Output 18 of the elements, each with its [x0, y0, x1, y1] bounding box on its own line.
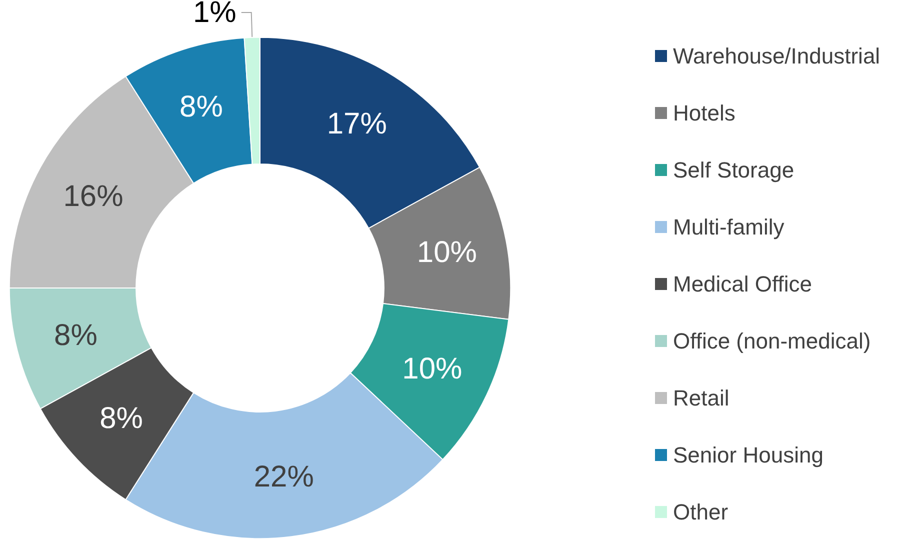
legend-label: Hotels — [673, 100, 736, 126]
legend-label: Other — [673, 500, 728, 524]
data-label: 17% — [326, 108, 387, 141]
legend-label: Medical Office — [673, 272, 812, 296]
legend-label: Warehouse/Industrial — [673, 44, 880, 68]
legend-label: Office (non-medical) — [673, 328, 871, 354]
data-label: 10% — [416, 236, 477, 269]
data-label: 22% — [254, 460, 314, 494]
data-label: 10% — [402, 352, 462, 386]
legend-label: Multi-family — [673, 214, 784, 240]
legend-label: Retail — [673, 386, 730, 410]
legend-label: Self Storage — [673, 158, 794, 182]
data-label: 1% — [192, 0, 236, 29]
data-label: 8% — [180, 90, 223, 124]
data-label: 8% — [100, 402, 143, 435]
legend-label: Senior Housing — [673, 442, 824, 468]
data-label: 16% — [63, 180, 124, 213]
data-label: 8% — [54, 318, 98, 352]
